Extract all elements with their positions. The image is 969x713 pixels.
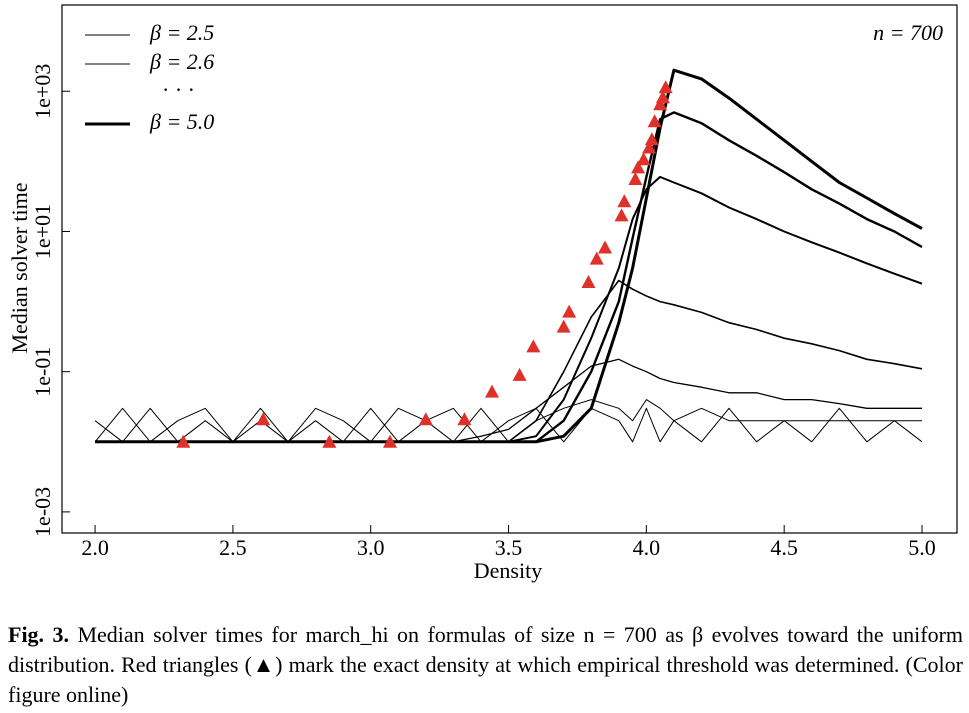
threshold-marker: [322, 434, 337, 448]
caption-label: Fig. 3.: [8, 622, 69, 647]
threshold-marker: [589, 251, 604, 265]
threshold-marker: [556, 319, 571, 333]
threshold-marker: [383, 434, 398, 448]
threshold-marker: [598, 240, 613, 254]
threshold-marker: [418, 412, 433, 426]
threshold-marker: [628, 172, 643, 186]
x-tick-label: 4.0: [633, 535, 661, 560]
legend-label: β = 2.6: [149, 49, 214, 74]
y-tick-label: 1e-01: [30, 347, 55, 397]
threshold-marker: [631, 160, 646, 174]
threshold-marker: [617, 194, 632, 208]
threshold-marker: [647, 114, 662, 128]
series-line: [95, 175, 923, 443]
y-tick-label: 1e+01: [30, 204, 55, 259]
threshold-marker: [658, 80, 673, 94]
threshold-marker: [256, 412, 271, 426]
x-tick-label: 2.0: [81, 535, 109, 560]
threshold-marker: [653, 97, 668, 111]
x-tick-label: 2.5: [219, 535, 247, 560]
y-tick-label: 1e+03: [30, 64, 55, 119]
legend-ellipsis: · · ·: [162, 77, 195, 102]
series-line: [95, 68, 923, 444]
series-line: [95, 111, 923, 443]
threshold-marker: [484, 384, 499, 398]
threshold-marker: [636, 152, 651, 166]
threshold-marker: [642, 140, 657, 154]
threshold-marker: [655, 90, 670, 104]
x-tick-label: 5.0: [908, 535, 936, 560]
chart: Median solver time Density n = 700 β = 2…: [7, 4, 958, 583]
threshold-marker: [512, 367, 527, 381]
caption-text: Median solver times for march_hi on form…: [8, 622, 964, 707]
series-line: [95, 279, 923, 443]
x-tick-label: 4.5: [770, 535, 798, 560]
legend-label: β = 5.0: [149, 109, 214, 134]
series-line: [95, 358, 922, 443]
threshold-marker: [526, 339, 541, 353]
y-axis-title: Median solver time: [7, 182, 32, 353]
threshold-marker: [457, 412, 472, 426]
annotation: n = 700: [873, 20, 943, 45]
caption: Fig. 3. Median solver times for march_hi…: [8, 620, 963, 710]
x-tick-label: 3.5: [495, 535, 523, 560]
y-tick-label: 1e-03: [30, 487, 55, 537]
legend-label: β = 2.5: [149, 20, 214, 45]
threshold-marker: [176, 434, 191, 448]
plot-frame: [61, 4, 958, 534]
threshold-marker: [581, 275, 596, 289]
x-tick-label: 3.0: [357, 535, 385, 560]
threshold-marker: [562, 304, 577, 318]
threshold-marker: [644, 132, 659, 146]
x-axis-title: Density: [474, 558, 542, 583]
threshold-marker: [614, 208, 629, 222]
